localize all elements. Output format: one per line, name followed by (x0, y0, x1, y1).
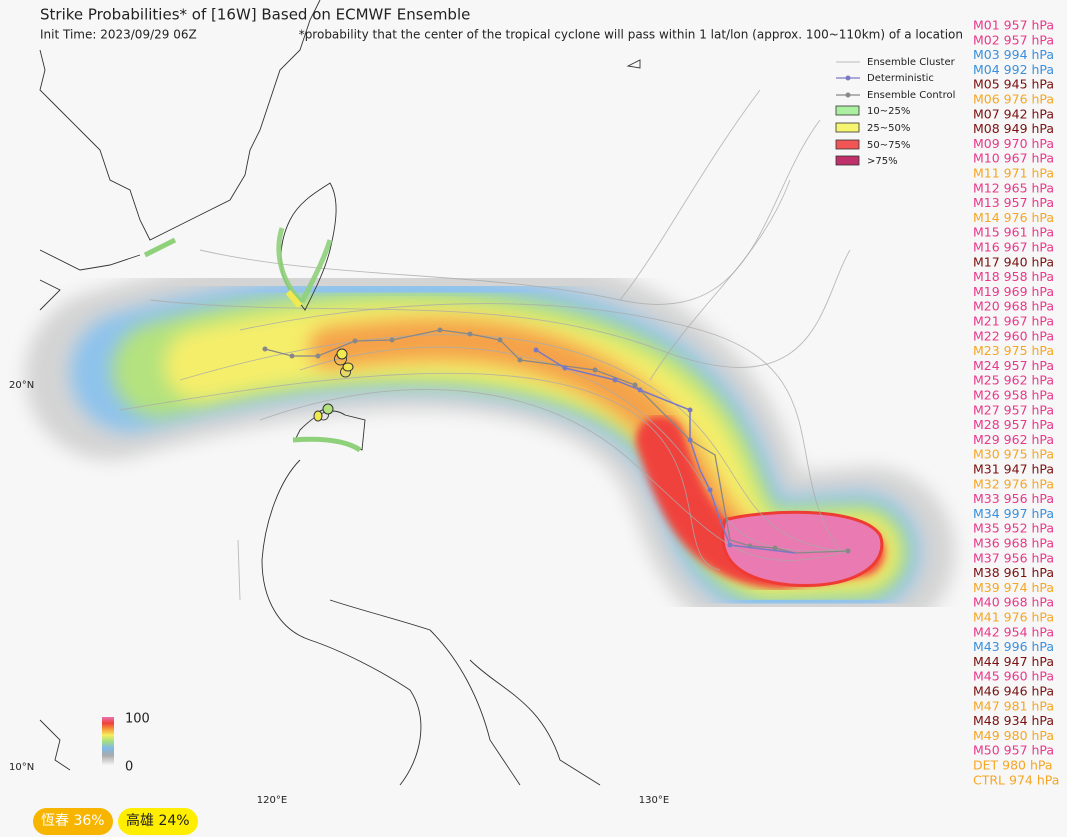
member-pressure: M07 942 hPa (973, 106, 1054, 121)
member-pressure: M34 997 hPa (973, 506, 1054, 521)
member-pressure: M38 961 hPa (973, 565, 1054, 580)
member-pressure: M24 957 hPa (973, 358, 1054, 373)
member-pressure: M39 974 hPa (973, 580, 1054, 595)
member-pressure: M35 952 hPa (973, 521, 1054, 536)
legend-label: >75% (867, 156, 898, 167)
member-pressure: M28 957 hPa (973, 417, 1054, 432)
member-pressure: M05 945 hPa (973, 77, 1054, 92)
member-pressure: M15 961 hPa (973, 225, 1054, 240)
member-pressure: M29 962 hPa (973, 432, 1054, 447)
member-pressure: M02 957 hPa (973, 32, 1054, 47)
member-pressure: M27 957 hPa (973, 402, 1054, 417)
location-badge: 高雄 24% (118, 808, 198, 835)
member-pressure: M41 976 hPa (973, 610, 1054, 625)
member-pressure: M37 956 hPa (973, 550, 1054, 565)
member-pressure: M36 968 hPa (973, 536, 1054, 551)
control-track (264, 329, 849, 554)
member-pressure: M43 996 hPa (973, 639, 1054, 654)
member-pressure: M48 934 hPa (973, 713, 1054, 728)
member-pressure: M10 967 hPa (973, 151, 1054, 166)
member-pressure: M21 967 hPa (973, 314, 1054, 329)
member-pressure: M12 965 hPa (973, 180, 1054, 195)
member-pressure: M13 957 hPa (973, 195, 1054, 210)
legend-label: Deterministic (867, 73, 934, 84)
member-pressure: M42 954 hPa (973, 624, 1054, 639)
member-pressure: M17 940 hPa (973, 254, 1054, 269)
member-pressure: M18 958 hPa (973, 269, 1054, 284)
member-pressure: M01 957 hPa (973, 18, 1054, 33)
member-pressure: M47 981 hPa (973, 698, 1054, 713)
lat-label: 10°N (9, 762, 34, 773)
legend: Ensemble Cluster Deterministic Ensemble … (835, 57, 956, 167)
member-pressure: M33 956 hPa (973, 491, 1054, 506)
control-points (262, 327, 851, 554)
legend-label: 25~50% (867, 123, 910, 134)
legend-label: 10~25% (867, 106, 910, 117)
member-pressure: M03 994 hPa (973, 47, 1054, 62)
member-pressure: M26 958 hPa (973, 388, 1054, 403)
member-pressure: M50 957 hPa (973, 743, 1054, 758)
member-pressure: M06 976 hPa (973, 92, 1054, 107)
member-pressure: CTRL 974 hPa (973, 772, 1059, 787)
member-pressure: M40 968 hPa (973, 595, 1054, 610)
member-pressure: M44 947 hPa (973, 654, 1054, 669)
member-pressure: M49 980 hPa (973, 728, 1054, 743)
lon-label: 120°E (257, 795, 287, 806)
lat-label: 20°N (9, 380, 34, 391)
member-pressure: M25 962 hPa (973, 373, 1054, 388)
legend-label: Ensemble Control (867, 90, 955, 101)
init-time: Init Time: 2023/09/29 06Z (40, 28, 197, 42)
member-pressure: M45 960 hPa (973, 669, 1054, 684)
colorbar-max: 100 (125, 712, 150, 727)
lon-label: 130°E (639, 795, 669, 806)
title: Strike Probabilities* of [16W] Based on … (40, 6, 470, 24)
note: *probability that the center of the trop… (299, 28, 963, 42)
member-pressure: M08 949 hPa (973, 121, 1054, 136)
deterministic-points (533, 347, 733, 548)
member-pressure: M11 971 hPa (973, 166, 1054, 181)
member-pressure: M22 960 hPa (973, 328, 1054, 343)
deterministic-track (535, 349, 796, 554)
member-pressure: M31 947 hPa (973, 462, 1054, 477)
legend-label: Ensemble Cluster (867, 57, 956, 68)
member-pressure: M04 992 hPa (973, 62, 1054, 77)
member-pressure: M23 975 hPa (973, 343, 1054, 358)
member-pressure: M32 976 hPa (973, 476, 1054, 491)
probability-outlines (143, 227, 362, 453)
member-pressure: M09 970 hPa (973, 136, 1054, 151)
member-pressure: M14 976 hPa (973, 210, 1054, 225)
colorbar (102, 717, 114, 765)
member-pressure: M30 975 hPa (973, 447, 1054, 462)
member-pressure: M19 969 hPa (973, 284, 1054, 299)
member-pressure: M46 946 hPa (973, 684, 1054, 699)
colorbar-min: 0 (125, 760, 133, 775)
location-badge: 恆春 36% (33, 808, 113, 835)
member-pressure: M20 968 hPa (973, 299, 1054, 314)
member-pressure: M16 967 hPa (973, 240, 1054, 255)
member-pressure: DET 980 hPa (973, 758, 1053, 773)
legend-label: 50~75% (867, 140, 910, 151)
